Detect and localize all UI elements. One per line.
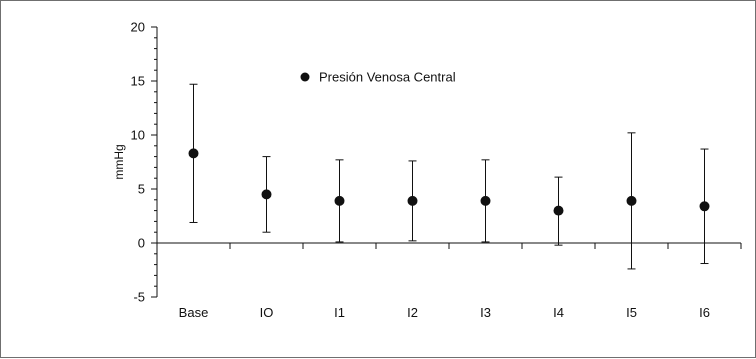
- data-point: [480, 195, 491, 206]
- y-tick-label: 0: [138, 236, 145, 251]
- x-category-label: Base: [179, 305, 209, 320]
- legend-marker: [300, 72, 310, 82]
- data-point: [407, 195, 418, 206]
- axes-group: [156, 27, 741, 297]
- data-point: [626, 195, 637, 206]
- x-category-label: I4: [553, 305, 564, 320]
- y-tick-label: -5: [133, 290, 145, 305]
- x-category-label: IO: [260, 305, 274, 320]
- x-category-label: I6: [699, 305, 710, 320]
- y-ticks-group: -5 0 5 10 15 20: [131, 20, 157, 305]
- data-point: [699, 201, 710, 212]
- y-tick-label: 20: [131, 20, 145, 35]
- data-point: [553, 205, 564, 216]
- data-point: [334, 195, 345, 206]
- y-axis-title: mmHg: [112, 144, 126, 179]
- y-tick-label: 15: [131, 74, 145, 89]
- x-category-label: I1: [334, 305, 345, 320]
- x-category-label: I3: [480, 305, 491, 320]
- x-category-label: I5: [626, 305, 637, 320]
- data-point: [261, 189, 272, 200]
- legend: Presión Venosa Central: [300, 70, 456, 85]
- legend-label: Presión Venosa Central: [319, 70, 456, 85]
- data-marks-group: [188, 83, 710, 270]
- y-tick-label: 10: [131, 128, 145, 143]
- x-categories-group: Base IO I1 I2 I3 I4 I5 I6: [179, 243, 742, 320]
- data-point: [188, 148, 199, 159]
- x-category-label: I2: [407, 305, 418, 320]
- y-tick-label: 5: [138, 182, 145, 197]
